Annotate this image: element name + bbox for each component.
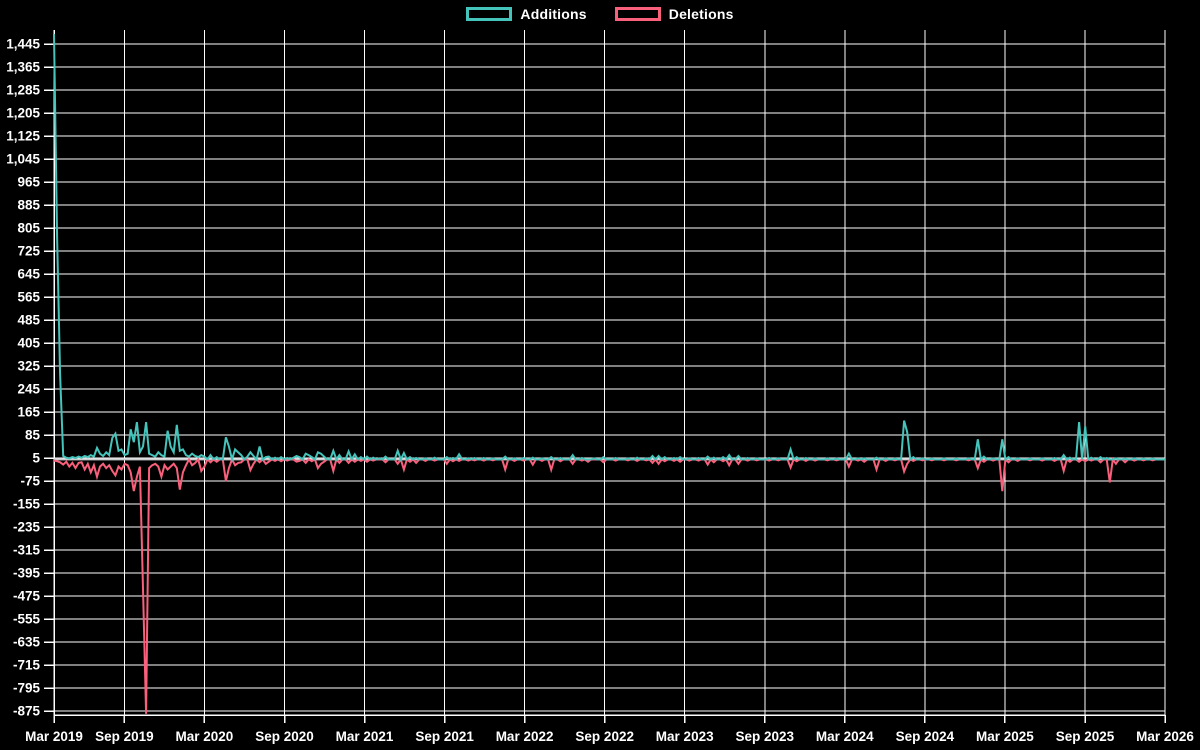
svg-text:-555: -555: [13, 612, 41, 627]
svg-text:1,285: 1,285: [6, 83, 40, 98]
svg-text:-475: -475: [13, 589, 41, 604]
legend-item-additions[interactable]: Additions: [466, 6, 587, 22]
axes: [44, 30, 1166, 723]
svg-text:325: 325: [17, 359, 40, 374]
svg-text:-75: -75: [20, 474, 40, 489]
svg-text:725: 725: [17, 244, 40, 259]
svg-text:Mar 2026: Mar 2026: [1136, 729, 1194, 744]
svg-text:Sep 2023: Sep 2023: [736, 729, 795, 744]
svg-text:-715: -715: [13, 658, 41, 673]
svg-text:1,125: 1,125: [6, 129, 40, 144]
deletions-line: [53, 456, 1165, 714]
svg-text:405: 405: [17, 336, 40, 351]
svg-text:5: 5: [32, 451, 40, 466]
svg-text:1,445: 1,445: [6, 37, 40, 52]
svg-text:645: 645: [17, 267, 40, 282]
svg-text:Sep 2021: Sep 2021: [415, 729, 474, 744]
svg-text:1,365: 1,365: [6, 60, 40, 75]
svg-text:Mar 2021: Mar 2021: [336, 729, 394, 744]
chart-legend: Additions Deletions: [0, 6, 1200, 22]
svg-text:1,045: 1,045: [6, 152, 40, 167]
legend-label-deletions: Deletions: [668, 6, 734, 22]
svg-text:165: 165: [17, 405, 40, 420]
svg-text:-155: -155: [13, 497, 41, 512]
svg-text:Sep 2022: Sep 2022: [575, 729, 634, 744]
svg-text:Mar 2019: Mar 2019: [25, 729, 83, 744]
x-axis-labels: Mar 2019 Sep 2019 Mar 2020 Sep 2020 Mar 2021…: [25, 729, 1194, 744]
gridlines: [54, 30, 1166, 715]
svg-text:-395: -395: [13, 566, 41, 581]
svg-text:85: 85: [25, 428, 41, 443]
svg-text:Sep 2019: Sep 2019: [95, 729, 154, 744]
svg-text:1,205: 1,205: [6, 106, 40, 121]
legend-item-deletions[interactable]: Deletions: [614, 6, 734, 22]
svg-text:Mar 2024: Mar 2024: [816, 729, 874, 744]
svg-text:-795: -795: [13, 681, 41, 696]
svg-text:-875: -875: [13, 704, 41, 719]
legend-label-additions: Additions: [520, 6, 587, 22]
svg-text:Sep 2024: Sep 2024: [896, 729, 955, 744]
svg-text:885: 885: [17, 198, 40, 213]
y-axis-labels: 1,445 1,365 1,285 1,205 1,125 1,045 965 885 805 7…: [6, 37, 40, 719]
svg-text:Mar 2023: Mar 2023: [656, 729, 714, 744]
additions-swatch-icon: [466, 7, 513, 21]
svg-text:Sep 2020: Sep 2020: [255, 729, 314, 744]
svg-text:Mar 2022: Mar 2022: [496, 729, 554, 744]
svg-text:-635: -635: [13, 635, 41, 650]
svg-text:Sep 2025: Sep 2025: [1056, 729, 1115, 744]
svg-text:Mar 2020: Mar 2020: [176, 729, 234, 744]
svg-text:Mar 2025: Mar 2025: [976, 729, 1034, 744]
svg-text:965: 965: [17, 175, 40, 190]
svg-text:-315: -315: [13, 543, 41, 558]
deletions-swatch-icon: [614, 7, 661, 21]
svg-text:805: 805: [17, 221, 40, 236]
svg-text:-235: -235: [13, 520, 41, 535]
svg-text:565: 565: [17, 290, 40, 305]
additions-line: [53, 33, 1165, 464]
svg-text:245: 245: [17, 382, 40, 397]
svg-text:485: 485: [17, 313, 40, 328]
